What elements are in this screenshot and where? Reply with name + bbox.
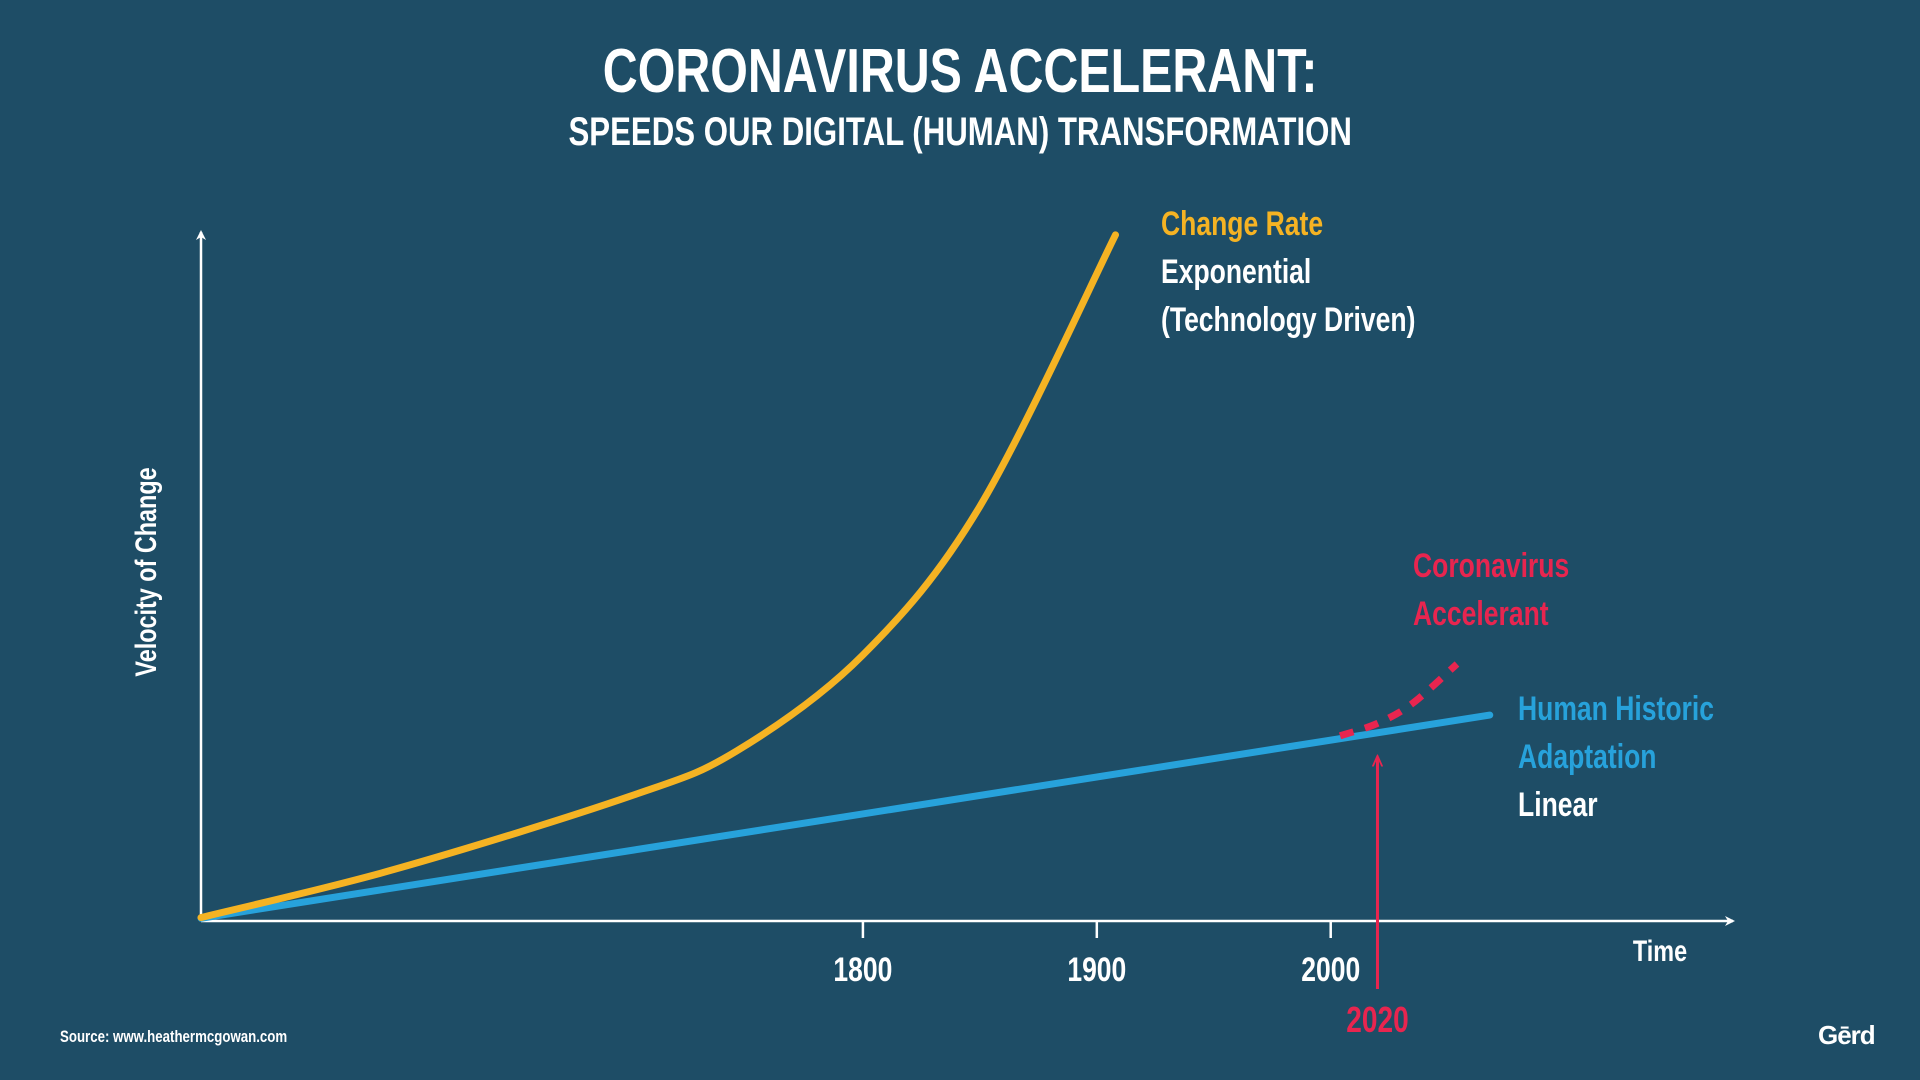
corona-annotation: Coronavirus Accelerant (1413, 542, 1613, 638)
human-line2: Adaptation (1518, 738, 1657, 776)
series-line-coronavirus-accelerant (1338, 661, 1460, 740)
gerd-logo: Gērd (1818, 1020, 1876, 1050)
corona-line1: Coronavirus (1413, 547, 1570, 585)
series-line-human-historic-adaptation (197, 711, 1494, 922)
marker-2020-label: 2020 (1346, 1000, 1408, 1040)
series-line-change-rate (197, 231, 1120, 922)
x-tick-label: 1800 (833, 951, 892, 989)
change-rate-annotation: Change Rate Exponential (Technology Driv… (1161, 200, 1487, 344)
x-tick-label: 2000 (1301, 951, 1360, 989)
change-rate-title: Change Rate (1161, 205, 1324, 243)
human-annotation: Human Historic Adaptation Linear (1518, 685, 1769, 829)
human-line1: Human Historic (1518, 690, 1714, 728)
change-rate-line1: Exponential (1161, 253, 1312, 291)
corona-line2: Accelerant (1413, 595, 1549, 633)
x-axis-label: Time (1633, 934, 1687, 967)
change-rate-line2: (Technology Driven) (1161, 301, 1416, 339)
human-line3: Linear (1518, 786, 1598, 824)
y-axis-label: Velocity of Change (129, 467, 162, 676)
chart-title: CORONAVIRUS ACCELERANT: (602, 37, 1318, 106)
chart-subtitle: SPEEDS OUR DIGITAL (HUMAN) TRANSFORMATIO… (568, 110, 1352, 154)
x-tick-label: 1900 (1067, 951, 1126, 989)
source-credit: Source: www.heathermcgowan.com (60, 1027, 288, 1046)
